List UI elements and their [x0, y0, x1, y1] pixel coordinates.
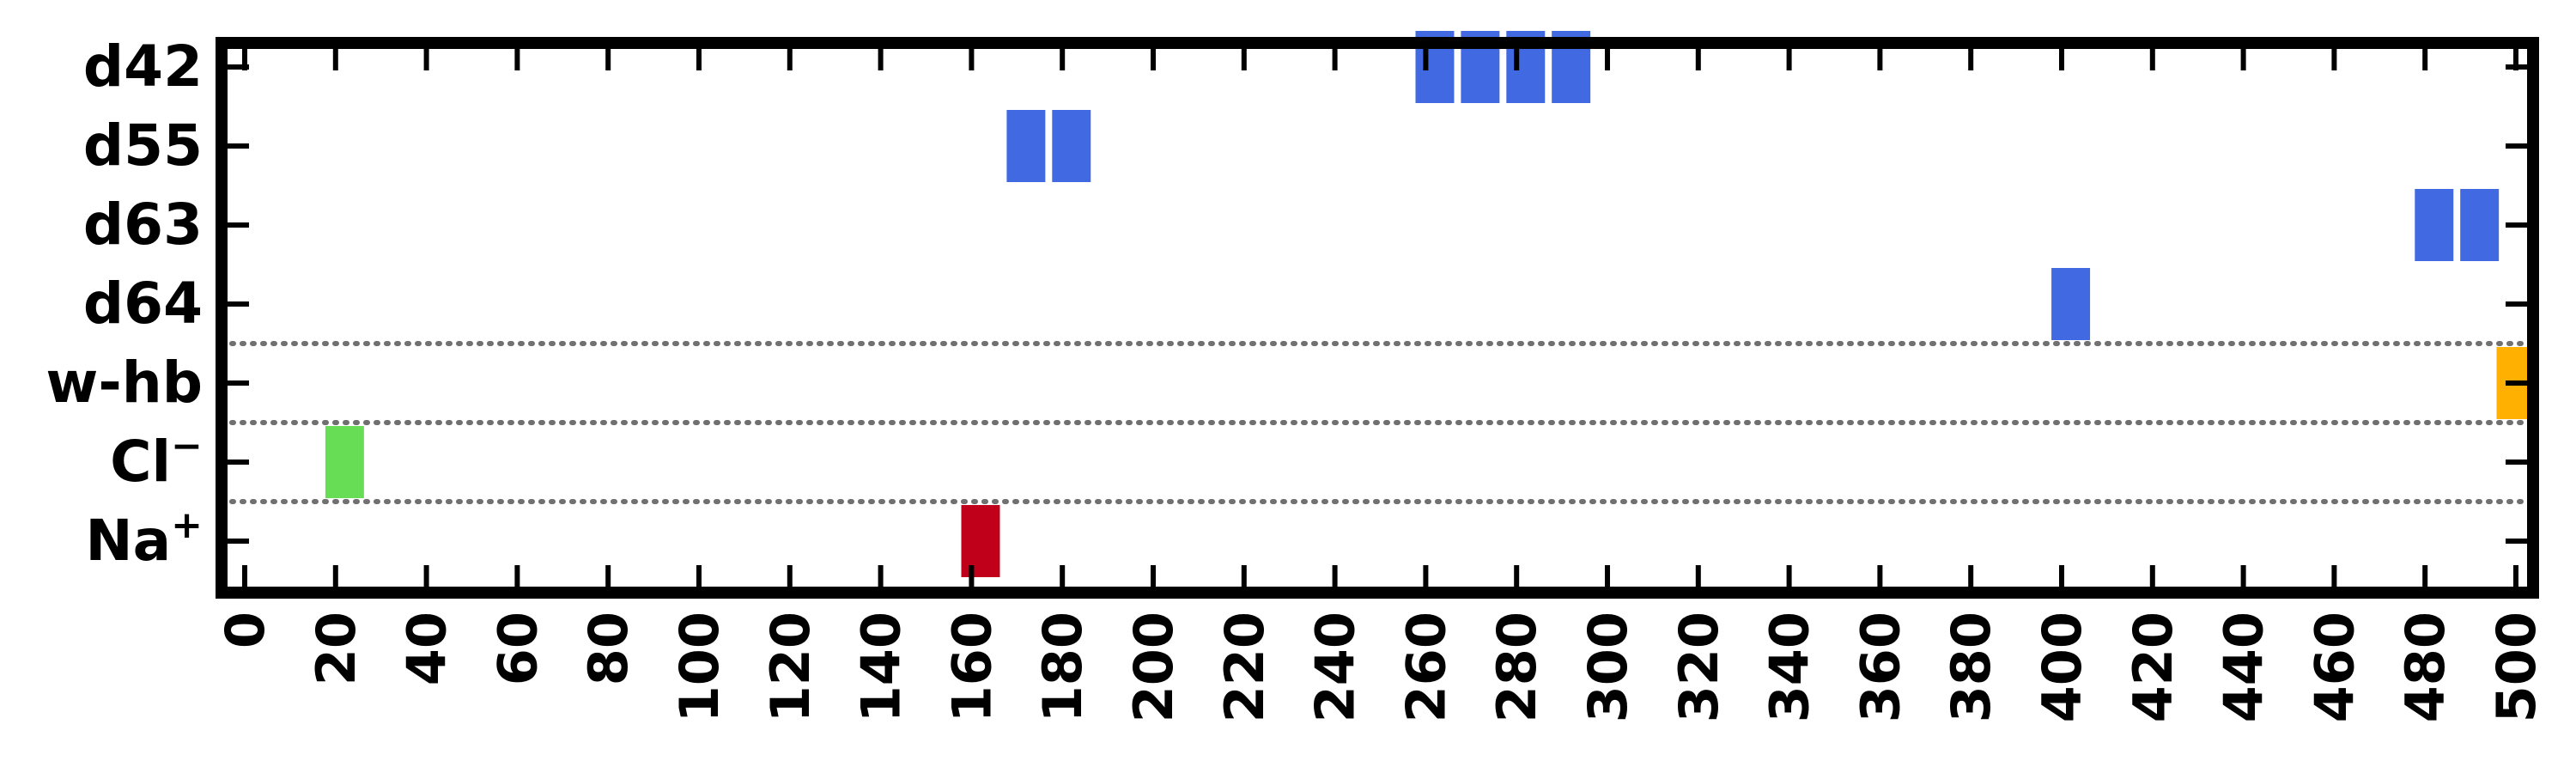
event-bar	[2051, 268, 2091, 340]
x-tick-label: 480	[2394, 612, 2457, 722]
event-bar	[961, 505, 1000, 577]
x-tick-label: 40	[396, 612, 459, 685]
event-bar	[1006, 110, 1046, 182]
x-tick-label: 180	[1031, 612, 1094, 722]
x-tick-label: 360	[1849, 612, 1911, 722]
x-tick-label: 500	[2485, 612, 2548, 722]
x-tick-label: 380	[1940, 612, 2002, 722]
event-bar	[2415, 189, 2454, 261]
x-tick-label: 80	[577, 612, 640, 685]
y-tick-label: Cl−	[110, 424, 203, 495]
y-tick-label: w-hb	[46, 350, 203, 416]
event-bar	[2460, 189, 2500, 261]
x-tick-label: 60	[486, 612, 549, 685]
x-tick-label: 280	[1485, 612, 1548, 722]
x-tick-label: 120	[759, 612, 822, 722]
x-tick-label: 460	[2303, 612, 2366, 722]
y-tick-label: d64	[83, 271, 203, 337]
x-tick-label: 200	[1122, 612, 1185, 722]
y-tick-label: d63	[83, 192, 203, 258]
x-tick-label: 260	[1394, 612, 1457, 722]
x-tick-label: 20	[305, 612, 368, 685]
x-tick-label: 300	[1577, 612, 1639, 722]
x-tick-label: 420	[2122, 612, 2184, 722]
y-tick-label: d55	[83, 113, 203, 179]
x-tick-label: 220	[1213, 612, 1276, 722]
y-tick-labels: d42 d55 d63 d64 w-hb Cl− Na+	[46, 33, 203, 574]
x-tick-label: 340	[1759, 612, 1821, 722]
row-separators	[219, 341, 2536, 504]
x-tick-label: 140	[850, 612, 913, 722]
x-tick-label: 160	[940, 612, 1003, 722]
x-tick-label: 440	[2213, 612, 2275, 722]
x-tick-label: 100	[668, 612, 731, 722]
x-tick-label: 0	[214, 612, 276, 648]
x-tick-label: 320	[1668, 612, 1730, 722]
event-bar	[1052, 110, 1091, 182]
x-tick-label: 240	[1304, 612, 1367, 722]
event-bar	[325, 426, 364, 498]
x-tick-label: 400	[2031, 612, 2093, 722]
y-tick-label: d42	[83, 33, 203, 100]
y-tick-label: Na+	[85, 503, 203, 574]
plot-frame	[216, 37, 2539, 599]
x-tick-labels: 0 20 40 60 80 100 120 140 160 180 200 220 240 260 280 3…	[214, 612, 2548, 722]
